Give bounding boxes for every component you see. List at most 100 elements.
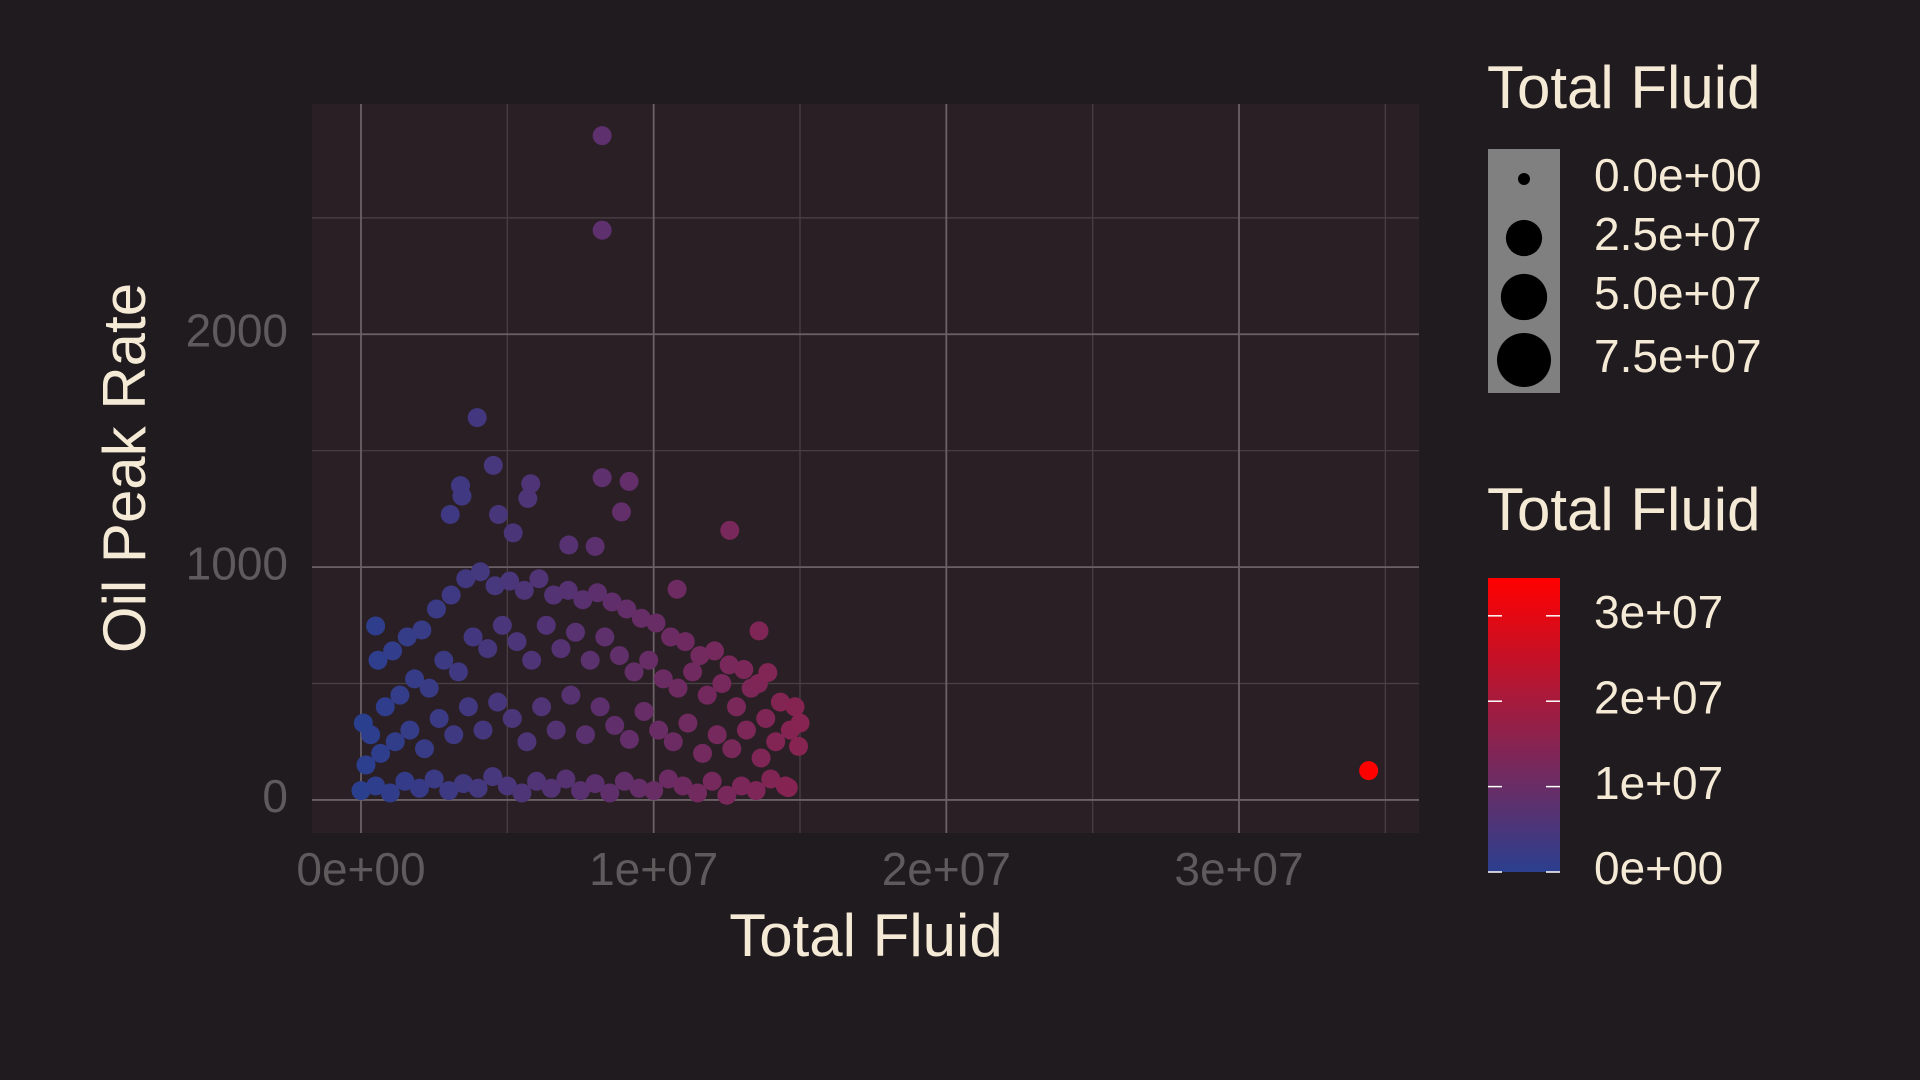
point [634,701,654,721]
point [590,697,610,717]
point [368,650,388,670]
point [448,662,468,682]
point [521,474,541,494]
point [470,562,490,582]
point [1359,761,1379,781]
point [734,660,754,680]
point [390,685,410,705]
point [697,685,717,705]
x-tick-label: 2e+07 [882,843,1011,895]
point [609,646,629,666]
point [690,646,710,666]
point [427,599,447,619]
size-legend-title: Total Fluid [1487,54,1760,121]
point [761,769,781,789]
point [693,743,713,763]
point [719,655,739,675]
point [785,697,805,717]
point [758,663,778,683]
size-key [1500,273,1548,321]
point [661,627,681,647]
point [585,536,605,556]
point [688,783,708,803]
point [789,736,809,756]
point [770,692,790,712]
size-legend-label: 2.5e+07 [1594,208,1762,260]
point [573,590,593,610]
point [419,678,439,698]
point [497,776,517,796]
point [619,471,639,491]
point [541,778,561,798]
point [502,708,522,728]
point [458,697,478,717]
point [551,639,571,659]
point [717,785,737,805]
color-legend-label: 2e+07 [1594,671,1723,723]
color-legend-label: 3e+07 [1594,586,1723,638]
x-tick-label: 1e+07 [589,843,718,895]
point [478,639,498,659]
point [503,523,523,543]
point [488,692,508,712]
y-tick-label: 2000 [186,304,288,356]
x-axis-title: Total Fluid [729,902,1002,969]
point [644,781,664,801]
point [605,715,625,735]
point [385,732,405,752]
point [614,771,634,791]
point [351,781,371,801]
size-legend-label: 0.0e+00 [1594,149,1762,201]
point [536,615,556,635]
point [485,576,505,596]
point [736,720,756,740]
point [639,650,659,670]
point [444,725,464,745]
point [559,535,579,555]
point [440,504,460,524]
x-tick-label: 0e+00 [296,843,425,895]
point [546,720,566,740]
point [629,778,649,798]
point [653,669,673,689]
point [766,732,786,752]
point [517,732,537,752]
point [712,674,732,694]
point [439,781,459,801]
point [441,585,461,605]
point [405,669,425,689]
point [507,632,527,652]
point [468,778,488,798]
size-key [1505,219,1543,257]
point [611,502,631,522]
size-key [1518,173,1530,185]
point [595,627,615,647]
y-axis-title: Oil Peak Rate [91,283,158,653]
point [518,488,538,508]
point [602,592,622,612]
point [746,781,766,801]
point [566,622,586,642]
point [585,774,605,794]
point [561,685,581,705]
point [749,621,769,641]
point [751,748,771,768]
point [483,455,503,475]
point [429,708,449,728]
point [592,468,612,488]
point [366,616,386,636]
point [353,713,373,733]
point [668,678,688,698]
point [675,632,695,652]
point [410,778,430,798]
point [380,783,400,803]
point [592,126,612,146]
point [375,697,395,717]
point [649,720,669,740]
point [580,650,600,670]
point [532,697,552,717]
point [397,627,417,647]
point [756,708,776,728]
size-legend-label: 7.5e+07 [1594,330,1762,382]
